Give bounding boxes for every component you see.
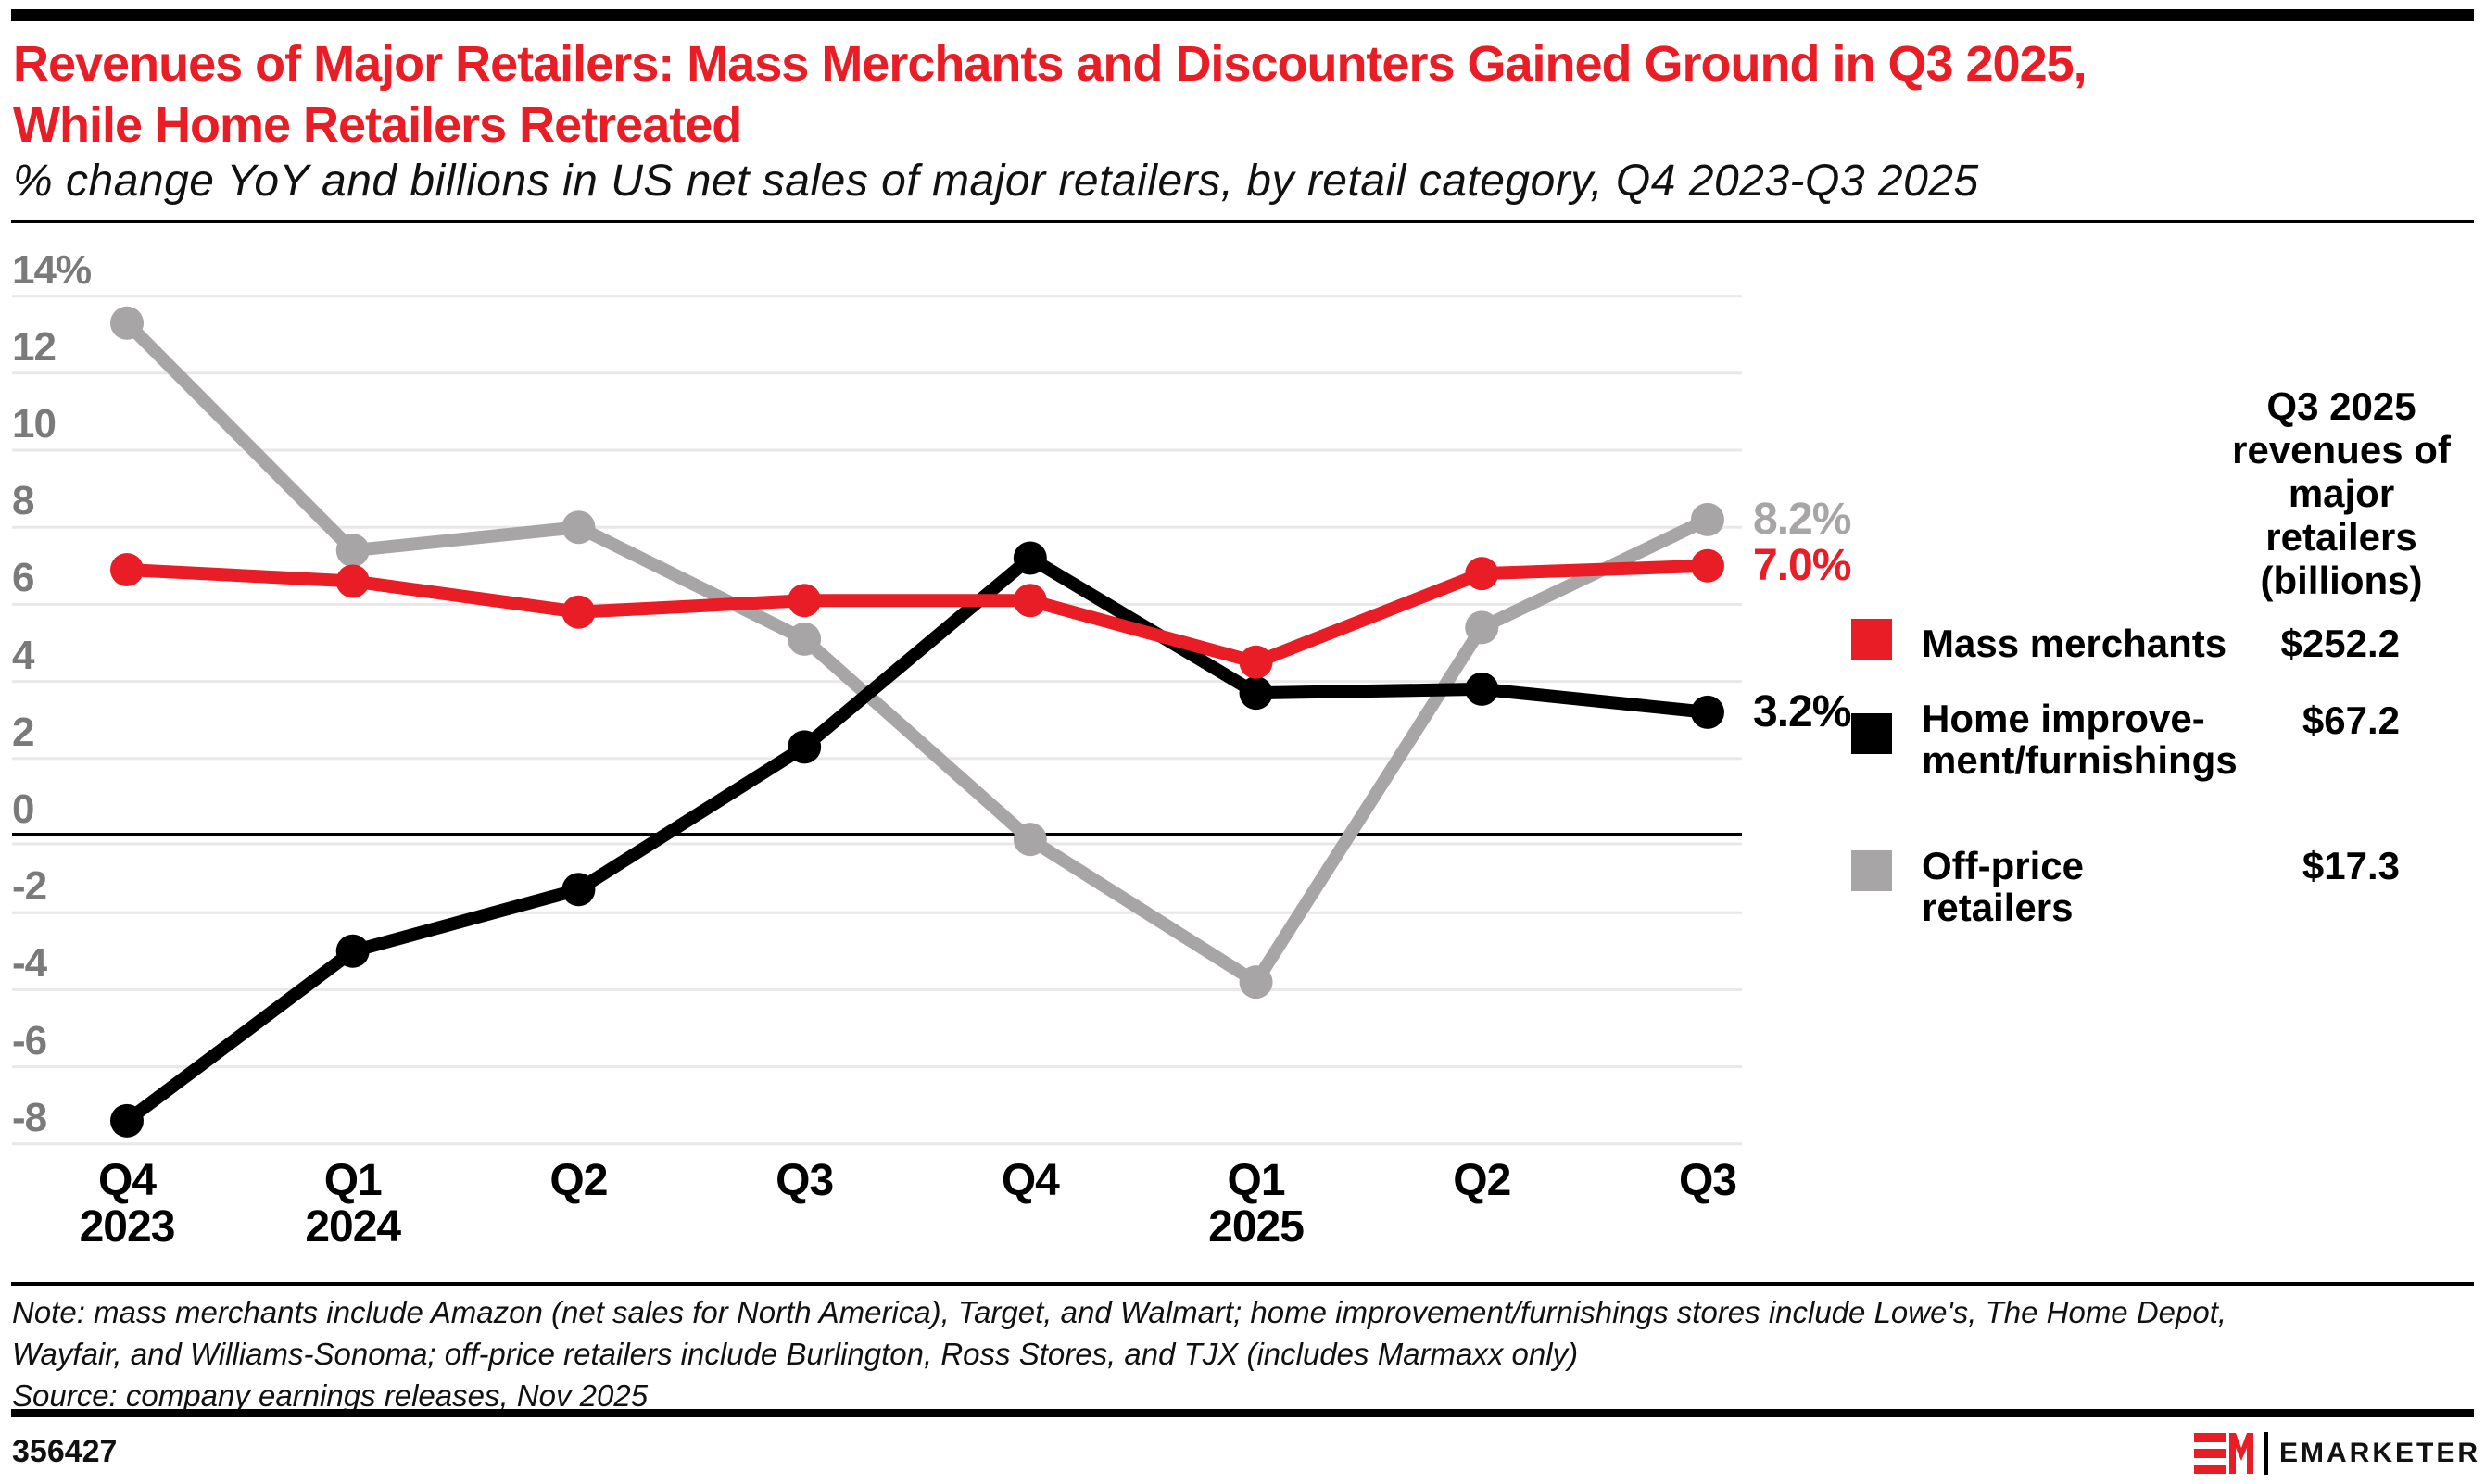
- series-end-label-off-price-retailers: 8.2%: [1753, 494, 1851, 544]
- y-axis-tick-label: 6: [12, 555, 35, 601]
- top-bar: [11, 9, 2474, 21]
- x-tick-year: 2025: [1208, 1202, 1305, 1251]
- data-point-home-improvement-furnishings-q1-2024: [335, 934, 370, 968]
- data-point-off-price-retailers-q4-2023: [110, 306, 144, 340]
- data-point-mass-merchants-q1-2024: [335, 564, 370, 598]
- x-tick-quarter: Q2: [1453, 1156, 1511, 1205]
- series-line-off-price-retailers: [120, 316, 1714, 989]
- emarketer-logo: EMARKETER: [2194, 1430, 2480, 1477]
- y-axis-tick-label: 10: [12, 401, 57, 446]
- home-improvement-swatch-icon: [1851, 713, 1892, 754]
- data-point-home-improvement-furnishings-q2-2024: [561, 873, 596, 907]
- data-point-off-price-retailers-q1-2025: [1239, 965, 1273, 1000]
- data-point-home-improvement-furnishings-q3-2025: [1690, 695, 1724, 729]
- y-axis-tick-label: 8: [12, 478, 35, 524]
- y-axis-tick-label: 2: [12, 709, 35, 755]
- logo-wordmark: EMARKETER: [2279, 1438, 2481, 1468]
- x-axis-tick-label: Q1 2024: [242, 1158, 464, 1251]
- x-tick-quarter: Q4: [97, 1156, 157, 1205]
- page-title: Revenues of Major Retailers: Mass Mercha…: [13, 36, 2088, 153]
- x-tick-quarter: Q1: [323, 1156, 383, 1205]
- data-point-off-price-retailers-q3-2024: [788, 622, 822, 656]
- x-tick-year: 2023: [79, 1202, 176, 1251]
- data-point-mass-merchants-q4-2023: [110, 552, 144, 586]
- y-axis-tick-label: -2: [12, 863, 47, 910]
- chart-id: 356427: [12, 1434, 118, 1469]
- x-axis-tick-label: Q2: [467, 1158, 689, 1204]
- y-axis-tick-label: 4: [12, 632, 35, 678]
- note-divider: [11, 1282, 2474, 1286]
- legend-value: $67.2: [2302, 698, 2400, 742]
- series-end-label-home-improvement-furnishings: 3.2%: [1753, 686, 1851, 736]
- data-point-mass-merchants-q3-2024: [788, 584, 822, 618]
- data-point-mass-merchants-q4-2024: [1013, 584, 1047, 618]
- footer-divider: [11, 1409, 2474, 1417]
- y-axis-tick-label: -8: [12, 1094, 47, 1140]
- legend-label: Home improve- ment/furnishings: [1922, 697, 2238, 782]
- legend-label: Mass merchants: [1922, 622, 2227, 665]
- x-tick-quarter: Q3: [1678, 1156, 1737, 1205]
- series-line-home-improvement-furnishings: [120, 551, 1714, 1127]
- legend-value: $17.3: [2302, 844, 2400, 887]
- data-point-home-improvement-furnishings-q2-2025: [1465, 672, 1499, 706]
- data-point-mass-merchants-q1-2025: [1239, 645, 1273, 679]
- data-point-mass-merchants-q2-2024: [561, 595, 596, 629]
- x-axis-tick-label: Q2: [1370, 1158, 1593, 1204]
- data-point-home-improvement-furnishings-q4-2023: [110, 1103, 144, 1138]
- x-axis-tick-label: Q4 2023: [16, 1158, 238, 1251]
- data-point-home-improvement-furnishings-q4-2024: [1013, 541, 1047, 575]
- series-line-mass-merchants: [120, 559, 1714, 669]
- logo-divider: [2264, 1432, 2268, 1475]
- note-text: Note: mass merchants include Amazon (net…: [12, 1295, 2227, 1371]
- x-tick-quarter: Q3: [776, 1156, 834, 1205]
- page-subtitle: % change YoY and billions in US net sale…: [13, 157, 1979, 206]
- x-tick-quarter: Q2: [549, 1156, 608, 1205]
- y-axis-tick-label: 0: [12, 786, 35, 832]
- mass-merchants-swatch-icon: [1851, 619, 1892, 660]
- series-end-label-mass-merchants: 7.0%: [1753, 540, 1851, 590]
- x-axis-tick-label: Q3: [693, 1158, 915, 1204]
- legend-header: Q3 2025 revenues of major retailers (bil…: [2232, 384, 2451, 602]
- x-tick-year: 2024: [305, 1202, 401, 1251]
- data-point-off-price-retailers-q4-2024: [1013, 823, 1047, 857]
- y-axis-tick-label: -4: [12, 940, 47, 987]
- data-point-mass-merchants-q2-2025: [1465, 557, 1499, 591]
- data-point-off-price-retailers-q2-2025: [1465, 610, 1499, 645]
- data-point-off-price-retailers-q1-2024: [335, 534, 370, 568]
- data-point-off-price-retailers-q2-2024: [561, 510, 596, 545]
- off-price-swatch-icon: [1851, 850, 1892, 891]
- legend-value: $252.2: [2280, 622, 2400, 665]
- x-axis-tick-label: Q4: [919, 1158, 1142, 1204]
- data-point-home-improvement-furnishings-q3-2024: [788, 730, 822, 764]
- source-text: Source: company earnings releases, Nov 2…: [12, 1378, 649, 1413]
- y-axis-tick-label: 12: [12, 323, 57, 370]
- x-axis-tick-label: Q3: [1596, 1158, 1819, 1204]
- data-point-mass-merchants-q3-2025: [1690, 548, 1724, 583]
- x-tick-quarter: Q1: [1227, 1156, 1286, 1205]
- data-point-home-improvement-furnishings-q1-2025: [1239, 676, 1273, 711]
- legend-label: Off-price retailers: [1922, 844, 2085, 929]
- y-axis-tick-label: 14%: [12, 246, 92, 293]
- x-tick-quarter: Q4: [1001, 1156, 1060, 1205]
- emarketer-em-mark-icon: [2194, 1433, 2253, 1474]
- subtitle-divider: [11, 220, 2474, 223]
- y-axis-tick-label: -6: [12, 1017, 47, 1063]
- x-axis-tick-label: Q1 2025: [1145, 1158, 1368, 1251]
- data-point-off-price-retailers-q3-2025: [1690, 502, 1724, 536]
